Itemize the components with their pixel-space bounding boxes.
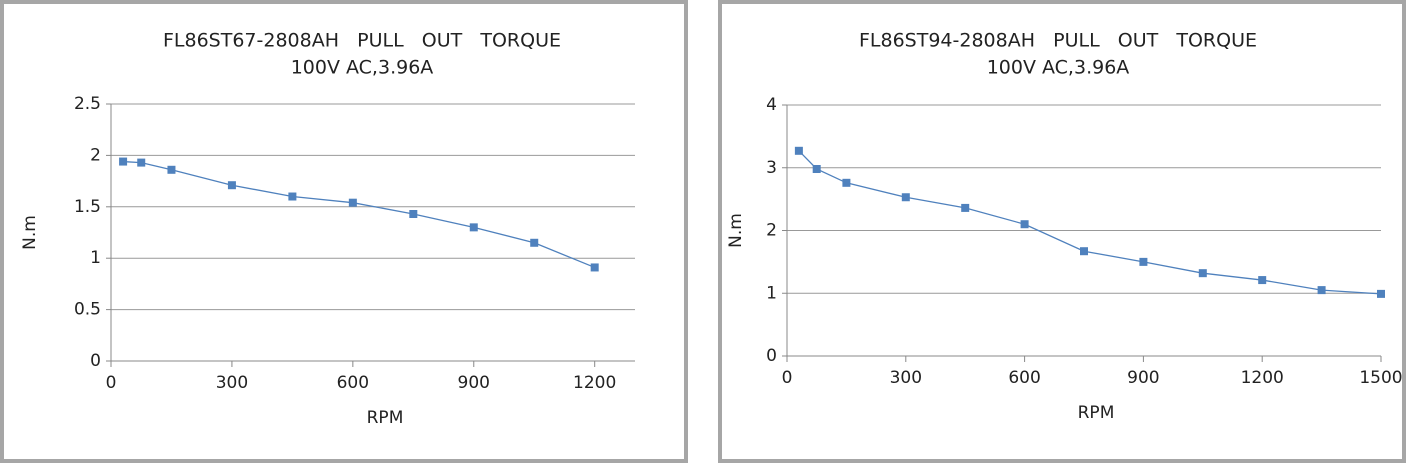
y-tick-label: 3 [766, 158, 777, 178]
marker [1258, 276, 1267, 285]
y-tick-label: 2.5 [74, 94, 101, 114]
marker [794, 146, 803, 155]
y-tick-label: 0 [766, 346, 777, 366]
marker [137, 158, 146, 167]
x-tick-label: 1500 [1359, 368, 1402, 388]
y-tick-label: 0.5 [74, 300, 101, 320]
x-tick-label: 900 [1127, 368, 1159, 388]
chart-title: FL86ST94-2808AH PULL OUT TORQUE [859, 30, 1257, 52]
x-tick-label: 1200 [1241, 368, 1284, 388]
x-tick-label: 300 [216, 373, 248, 393]
marker [961, 203, 970, 212]
marker [1020, 220, 1029, 229]
panel [718, 0, 1406, 463]
x-axis-label: RPM [1078, 403, 1115, 423]
marker [227, 181, 236, 190]
marker [348, 198, 357, 207]
marker [469, 223, 478, 232]
series-line [123, 160, 595, 269]
marker [1198, 269, 1207, 278]
x-tick-label: 0 [106, 373, 117, 393]
chart-title: FL86ST67-2808AH PULL OUT TORQUE [163, 30, 561, 52]
marker [409, 209, 418, 218]
x-axis-label: RPM [367, 408, 404, 428]
x-tick-label: 900 [458, 373, 490, 393]
marker [1139, 257, 1148, 266]
y-axis-label: N.m [20, 215, 40, 250]
y-tick-label: 1 [90, 248, 101, 268]
x-tick-label: 600 [337, 373, 369, 393]
marker [167, 165, 176, 174]
marker [901, 193, 910, 202]
marker [812, 165, 821, 174]
marker [842, 178, 851, 187]
y-tick-label: 4 [766, 95, 777, 115]
x-tick-label: 1200 [573, 373, 616, 393]
series-line [798, 150, 1382, 295]
marker [530, 238, 539, 247]
y-axis-label: N.m [726, 213, 746, 248]
marker [1377, 289, 1385, 298]
panel [0, 0, 688, 463]
marker [119, 157, 128, 166]
y-tick-label: 2 [766, 221, 777, 241]
x-tick-label: 0 [782, 368, 793, 388]
y-tick-label: 1.5 [74, 197, 101, 217]
x-tick-label: 600 [1008, 368, 1040, 388]
y-tick-label: 1 [766, 283, 777, 303]
marker [590, 263, 599, 272]
marker [1080, 247, 1088, 256]
y-tick-label: 2 [90, 145, 101, 165]
marker [288, 192, 297, 201]
marker [1317, 286, 1326, 295]
y-tick-label: 0 [90, 351, 101, 371]
chart-subtitle: 100V AC,3.96A [291, 57, 434, 79]
chart-subtitle: 100V AC,3.96A [987, 57, 1130, 79]
x-tick-label: 300 [890, 368, 922, 388]
